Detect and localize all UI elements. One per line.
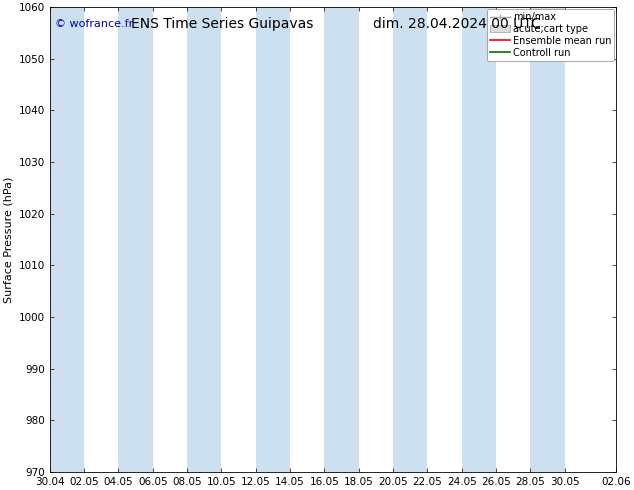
Bar [530, 7, 565, 472]
Text: © wofrance.fr: © wofrance.fr [55, 19, 134, 29]
Bar [359, 7, 393, 472]
Bar [119, 7, 153, 472]
Text: ENS Time Series Guipavas: ENS Time Series Guipavas [131, 17, 313, 31]
Bar [221, 7, 256, 472]
Y-axis label: Surface Pressure (hPa): Surface Pressure (hPa) [3, 176, 13, 303]
Bar [290, 7, 325, 472]
Text: dim. 28.04.2024 00 UTC: dim. 28.04.2024 00 UTC [373, 17, 540, 31]
Bar [325, 7, 359, 472]
Bar [393, 7, 427, 472]
Bar [84, 7, 119, 472]
Bar [187, 7, 221, 472]
Legend: min/max, acute;cart type, Ensemble mean run, Controll run: min/max, acute;cart type, Ensemble mean … [488, 9, 614, 61]
Bar [496, 7, 530, 472]
Bar [462, 7, 496, 472]
Bar [50, 7, 84, 472]
Bar [153, 7, 187, 472]
Bar [565, 7, 616, 472]
Bar [256, 7, 290, 472]
Bar [427, 7, 462, 472]
